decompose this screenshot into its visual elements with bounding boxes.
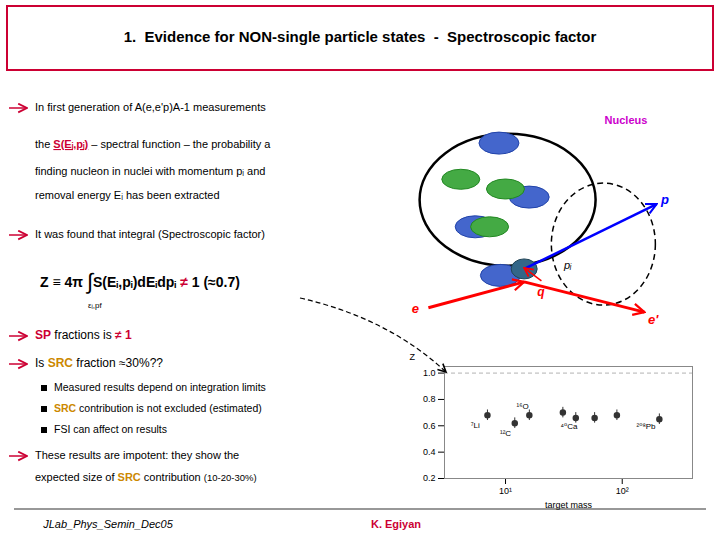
svg-text:Measured results depend on int: Measured results depend on integration l… bbox=[54, 381, 266, 393]
svg-text:SP fractions is ≠ 1: SP fractions is ≠ 1 bbox=[35, 328, 132, 342]
svg-text:Z ≡ 4π ∫S(Eᵢ,pᵢ)dEᵢdpᵢ ≠ 1 (≈0: Z ≡ 4π ∫S(Eᵢ,pᵢ)dEᵢdpᵢ ≠ 1 (≈0.7) bbox=[40, 269, 240, 294]
svg-text:p: p bbox=[660, 192, 669, 207]
svg-text:K. Egiyan: K. Egiyan bbox=[371, 518, 421, 530]
svg-text:e': e' bbox=[648, 312, 659, 327]
svg-text:expected size of SRC contribut: expected size of SRC contribution (10-20… bbox=[35, 471, 257, 483]
svg-text:finding nucleon in nuclei with: finding nucleon in nuclei with momentum … bbox=[35, 165, 265, 177]
svg-text:10¹: 10¹ bbox=[499, 486, 512, 496]
svg-text:²⁰⁸Pb: ²⁰⁸Pb bbox=[637, 422, 657, 431]
svg-text:SRC contribution is not exclud: SRC contribution is not excluded (estima… bbox=[54, 402, 262, 414]
svg-text:FSI can affect on results: FSI can affect on results bbox=[54, 423, 167, 435]
svg-text:1. Evidence for NON-single pa: 1. Evidence for NON-single particle stat… bbox=[124, 28, 597, 45]
svg-text:pᵢ: pᵢ bbox=[563, 259, 572, 271]
svg-text:⁷Li: ⁷Li bbox=[471, 421, 480, 430]
svg-text:¹⁶O: ¹⁶O bbox=[516, 402, 528, 411]
svg-text:removal energy Eᵢ has been ext: removal energy Eᵢ has been extracted bbox=[35, 189, 220, 201]
svg-text:q: q bbox=[537, 285, 545, 299]
svg-text:⁴⁰Ca: ⁴⁰Ca bbox=[561, 422, 578, 431]
svg-text:1.0: 1.0 bbox=[423, 368, 436, 378]
svg-text:Nucleus: Nucleus bbox=[605, 114, 648, 126]
svg-text:It was found that integral (Sp: It was found that integral (Spectroscopi… bbox=[35, 228, 265, 240]
svg-text:εᵢ,pf: εᵢ,pf bbox=[88, 301, 102, 310]
svg-text:0.4: 0.4 bbox=[423, 447, 436, 457]
svg-text:0.2: 0.2 bbox=[423, 473, 436, 483]
svg-text:¹²C: ¹²C bbox=[500, 429, 511, 438]
svg-text:e: e bbox=[412, 301, 419, 316]
svg-text:10²: 10² bbox=[616, 486, 629, 496]
svg-text:the S(Eᵢ,pᵢ) – spectral functi: the S(Eᵢ,pᵢ) – spectral function – the p… bbox=[35, 138, 271, 150]
svg-text:target mass: target mass bbox=[545, 500, 593, 510]
svg-text:0.6: 0.6 bbox=[423, 421, 436, 431]
svg-text:0.8: 0.8 bbox=[423, 394, 436, 404]
svg-text:Z: Z bbox=[410, 352, 416, 362]
svg-text:JLab_Phys_Semin_Dec05: JLab_Phys_Semin_Dec05 bbox=[42, 518, 174, 530]
svg-text:In first generation of A(e,e'p: In first generation of A(e,e'p)A-1 measu… bbox=[35, 101, 266, 113]
svg-text:Is SRC fraction ≈30%??: Is SRC fraction ≈30%?? bbox=[35, 356, 163, 370]
svg-text:These results are impotent: th: These results are impotent: they show th… bbox=[35, 449, 239, 461]
